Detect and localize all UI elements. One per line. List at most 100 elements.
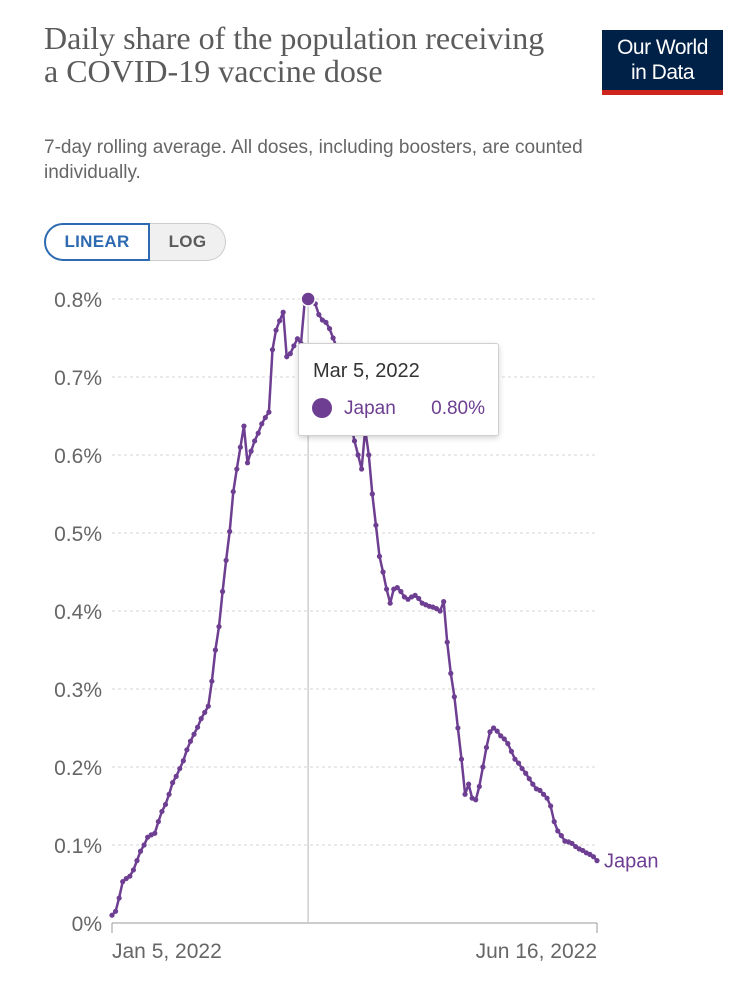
data-point — [373, 522, 379, 528]
data-point — [483, 744, 490, 751]
data-point — [494, 728, 500, 734]
data-point — [498, 733, 504, 739]
data-point — [476, 783, 482, 790]
data-point — [280, 309, 286, 315]
data-point — [544, 795, 550, 801]
data-point — [187, 738, 194, 744]
data-point — [284, 354, 290, 360]
data-point — [501, 736, 507, 742]
chart-title: Daily share of the population receiving … — [44, 20, 545, 89]
data-point — [259, 421, 265, 427]
data-point — [273, 327, 279, 333]
data-point — [569, 840, 575, 847]
data-point — [369, 491, 375, 497]
data-point — [394, 585, 400, 591]
data-point — [487, 729, 493, 735]
data-point — [191, 731, 197, 737]
data-point — [219, 588, 226, 595]
data-point — [212, 647, 219, 653]
chart-subtitle: 7-day rolling average. All doses, includ… — [44, 137, 583, 183]
y-tick-label: 0.5% — [54, 523, 102, 546]
data-point — [515, 760, 522, 766]
y-tick-label: 0.1% — [54, 835, 102, 858]
data-point — [130, 867, 136, 873]
linear-scale-button[interactable]: LINEAR — [44, 223, 150, 261]
data-point — [194, 724, 201, 730]
tooltip-value: 0.80% — [431, 398, 485, 419]
data-point — [241, 423, 247, 429]
data-point — [155, 819, 161, 825]
data-point — [223, 557, 229, 563]
tooltip-series-name: Japan — [344, 398, 396, 419]
data-point — [526, 776, 532, 782]
data-point — [490, 725, 497, 731]
data-point — [558, 833, 564, 839]
data-point — [166, 791, 172, 797]
owid-logo[interactable]: Our World in Data — [602, 30, 723, 95]
data-point — [227, 528, 233, 535]
data-point — [505, 741, 511, 747]
hover-tooltip: Mar 5, 2022 Japan 0.80% — [298, 343, 499, 436]
data-point — [548, 803, 554, 809]
data-point — [127, 873, 133, 879]
data-point — [508, 748, 515, 754]
logo-line-1: Our World — [617, 36, 708, 59]
data-point — [519, 765, 525, 772]
data-point — [462, 791, 468, 797]
data-point — [170, 780, 176, 786]
data-point — [137, 848, 144, 854]
data-point — [116, 895, 122, 901]
data-point — [412, 592, 418, 598]
data-point — [466, 781, 472, 787]
log-scale-button[interactable]: LOG — [150, 223, 226, 261]
y-tick-label: 0.3% — [54, 679, 102, 702]
data-point — [162, 801, 169, 808]
data-point — [359, 466, 365, 472]
data-point — [441, 599, 447, 605]
y-tick-label: 0.7% — [54, 367, 102, 390]
data-point — [173, 773, 179, 779]
data-point — [291, 343, 297, 349]
data-point — [198, 716, 204, 722]
data-point — [262, 414, 268, 421]
y-tick-label: 0.2% — [54, 757, 102, 780]
data-point — [109, 912, 115, 918]
data-point — [540, 791, 547, 797]
data-point — [216, 624, 222, 630]
data-point — [159, 808, 165, 815]
tooltip-date: Mar 5, 2022 — [313, 360, 420, 382]
data-point — [590, 854, 597, 860]
data-point — [444, 639, 450, 645]
data-point — [205, 703, 211, 709]
data-point — [255, 430, 261, 436]
data-point — [287, 351, 293, 357]
data-point — [551, 819, 557, 825]
series-end-label: Japan — [604, 851, 659, 873]
data-point — [448, 670, 454, 676]
highlighted-point — [300, 291, 316, 307]
data-point — [383, 586, 390, 592]
x-tick-label: Jan 5, 2022 — [112, 940, 222, 963]
data-point — [177, 765, 183, 772]
data-point — [237, 444, 243, 450]
data-point — [269, 347, 276, 353]
data-point — [455, 725, 461, 731]
data-point — [277, 318, 283, 324]
data-point — [458, 756, 465, 762]
data-point — [351, 438, 358, 444]
data-point — [387, 600, 393, 606]
data-point — [180, 758, 186, 764]
data-point — [248, 448, 254, 454]
x-tick-label: Jun 16, 2022 — [476, 940, 597, 963]
data-point — [355, 452, 361, 458]
data-point — [209, 678, 215, 684]
data-point — [555, 828, 561, 834]
y-tick-label: 0.8% — [54, 289, 102, 312]
data-point — [112, 908, 119, 914]
data-point — [398, 588, 404, 595]
data-point — [437, 608, 443, 614]
data-point — [294, 336, 301, 342]
data-point — [141, 842, 147, 848]
data-point — [594, 858, 600, 864]
data-point — [234, 466, 240, 472]
